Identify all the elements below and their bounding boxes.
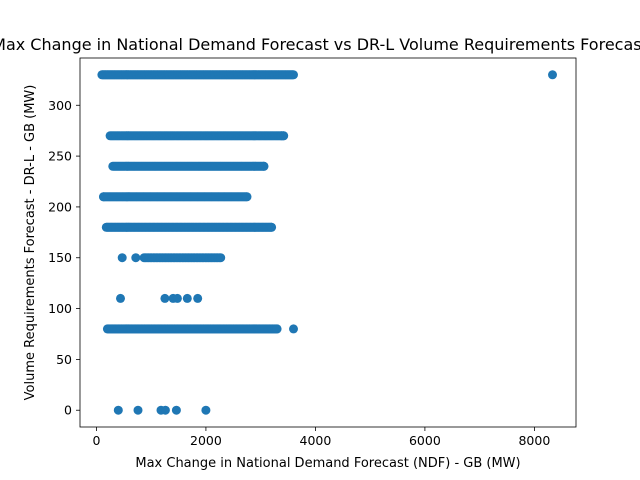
data-point xyxy=(242,192,252,202)
data-point xyxy=(160,293,170,303)
y-tick-label: 150 xyxy=(48,250,72,265)
plot-frame xyxy=(79,57,577,428)
data-point xyxy=(201,405,211,415)
x-tick-label: 4000 xyxy=(300,433,332,448)
data-point xyxy=(548,70,557,80)
y-tick-label: 200 xyxy=(48,199,72,214)
x-tick-label: 8000 xyxy=(518,433,550,448)
y-tick-label: 50 xyxy=(56,352,72,367)
x-tick-label: 0 xyxy=(92,433,100,448)
data-point xyxy=(113,405,123,415)
x-tick-label: 2000 xyxy=(190,433,222,448)
data-point xyxy=(193,293,203,303)
data-point xyxy=(160,405,170,415)
y-tick-label: 300 xyxy=(48,98,72,113)
y-axis-ticks: 0 50 100 150 200 250 300 xyxy=(48,98,80,418)
x-tick-label: 6000 xyxy=(409,433,441,448)
data-point xyxy=(272,324,282,334)
data-point xyxy=(289,70,298,80)
data-point xyxy=(133,405,143,415)
data-point xyxy=(182,293,192,303)
y-tick-label: 100 xyxy=(48,301,72,316)
data-point xyxy=(279,131,289,141)
y-axis-label: Volume Requirements Forecast - DR-L - GB… xyxy=(23,85,38,401)
data-point xyxy=(99,192,108,202)
y-tick-label: 0 xyxy=(64,403,72,418)
x-axis-ticks: 0 2000 4000 6000 8000 xyxy=(92,427,550,448)
data-point xyxy=(116,293,125,303)
data-point xyxy=(216,253,226,263)
chart-title: Max Change in National Demand Forecast v… xyxy=(0,35,640,54)
data-point xyxy=(131,253,141,263)
y-tick-label: 250 xyxy=(48,149,72,164)
data-point xyxy=(172,293,182,303)
x-axis-label: Max Change in National Demand Forecast (… xyxy=(135,456,520,471)
data-point xyxy=(117,253,127,263)
data-point xyxy=(267,222,277,232)
data-point xyxy=(289,324,298,334)
data-point xyxy=(259,161,269,171)
data-point xyxy=(171,405,181,415)
data-points xyxy=(97,70,557,415)
